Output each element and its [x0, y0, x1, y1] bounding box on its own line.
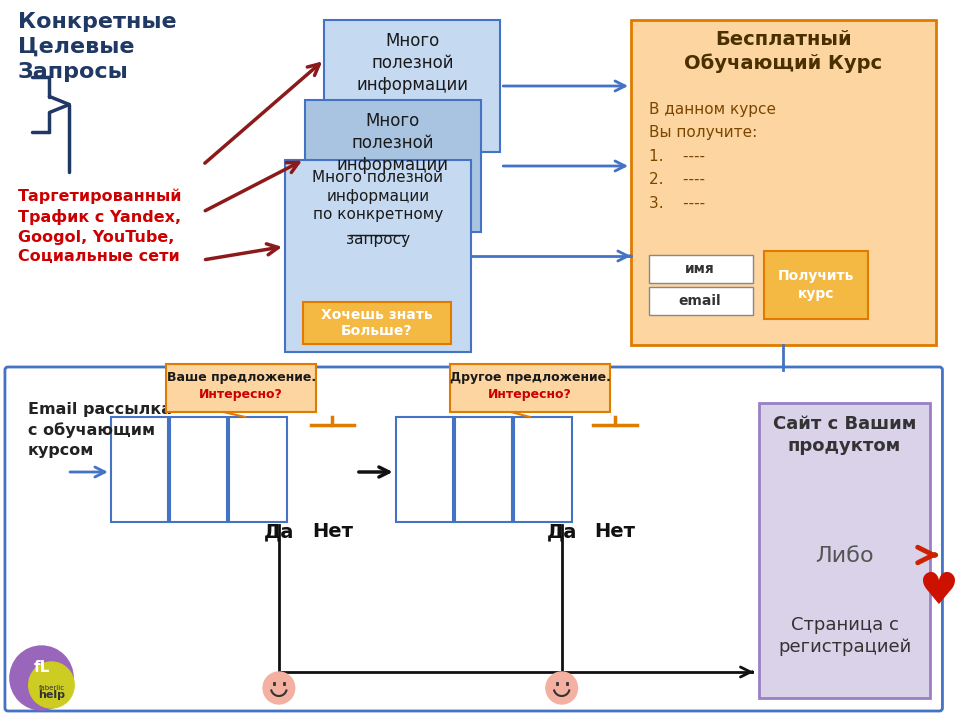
Text: faberlic: faberlic	[38, 685, 64, 691]
Text: Таргетированный
Трафик с Yandex,
Googol, YouTube,
Социальные сети: Таргетированный Трафик с Yandex, Googol,…	[18, 188, 182, 264]
Text: ♥: ♥	[918, 570, 957, 613]
Text: Нет: Нет	[594, 522, 636, 541]
Bar	[285, 160, 470, 352]
Circle shape	[546, 672, 578, 704]
Text: Получить
курс: Получить курс	[779, 269, 854, 301]
Text: Сайт с Вашим
продуктом: Сайт с Вашим продуктом	[773, 415, 916, 455]
Bar	[229, 417, 287, 522]
Text: Много
полезной
информации: Много полезной информации	[356, 32, 468, 94]
Text: Бесплатный
Обучающий Курс: Бесплатный Обучающий Курс	[684, 30, 882, 73]
Text: Да: Да	[546, 522, 577, 541]
Text: Другое предложение.: Другое предложение.	[449, 371, 611, 384]
Text: Интересно?: Интересно?	[200, 388, 283, 401]
Circle shape	[29, 662, 74, 708]
Text: Либо: Либо	[815, 546, 874, 565]
FancyBboxPatch shape	[5, 367, 943, 711]
Bar	[324, 20, 500, 152]
Text: Email рассылка
с обучающим
курсом: Email рассылка с обучающим курсом	[28, 402, 172, 458]
Bar	[649, 287, 753, 315]
Text: Много полезной
информации
по конкретному: Много полезной информации по конкретному	[312, 170, 444, 222]
Text: Много
полезной
информации: Много полезной информации	[337, 112, 448, 174]
Bar	[302, 302, 451, 344]
Bar	[450, 364, 611, 412]
Bar	[649, 255, 753, 283]
Circle shape	[263, 672, 295, 704]
Bar	[631, 20, 935, 345]
Bar	[166, 364, 317, 412]
Text: В данном курсе
Вы получите:
1.    ----
2.    ----
3.    ----: В данном курсе Вы получите: 1. ---- 2. -…	[649, 102, 776, 211]
Bar	[515, 417, 571, 522]
Bar	[170, 417, 228, 522]
Bar	[304, 100, 481, 232]
Text: Да: Да	[264, 522, 294, 541]
Text: Ваше предложение.: Ваше предложение.	[167, 371, 316, 384]
Text: Страница с
регистрацией: Страница с регистрацией	[778, 616, 911, 656]
Bar	[455, 417, 513, 522]
Bar	[110, 417, 168, 522]
Bar	[764, 251, 868, 319]
Bar	[396, 417, 453, 522]
Text: Нет: Нет	[312, 522, 352, 541]
Text: Интересно?: Интересно?	[488, 388, 572, 401]
Text: Конкретные
Целевые
Запросы: Конкретные Целевые Запросы	[18, 12, 177, 81]
Text: email: email	[679, 294, 722, 308]
Text: fL: fL	[34, 660, 50, 675]
Text: Хочешь знать
Больше?: Хочешь знать Больше?	[321, 308, 433, 338]
Text: help: help	[38, 690, 65, 700]
Text: имя: имя	[685, 262, 715, 276]
Text: запросу: запросу	[346, 232, 410, 247]
Circle shape	[10, 646, 73, 710]
Bar	[759, 403, 929, 698]
